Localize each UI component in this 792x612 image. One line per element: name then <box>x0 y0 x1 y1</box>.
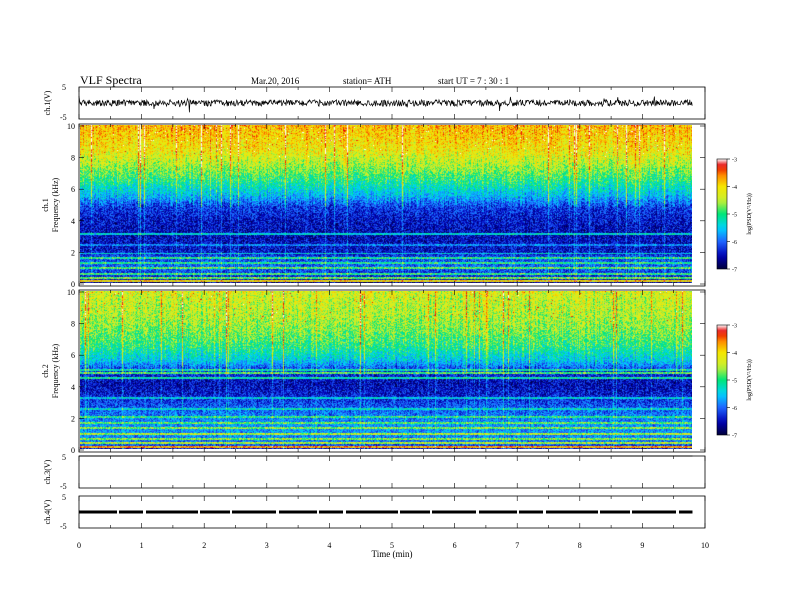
ch3-waveform-ylabel: ch.3(V) <box>43 459 52 484</box>
ch1-colorbar-tick-label: -3 <box>732 158 737 164</box>
time-tick-label: 9 <box>640 541 644 550</box>
ch3-waveform-xticks <box>78 456 706 488</box>
time-axis-tick-labels: 0 1 2 3 4 5 6 7 8 9 10 <box>77 541 709 550</box>
ch2-spectrogram-panel: 0 2 4 6 8 10 ch.2 Frequency (kHz) <box>41 288 706 455</box>
start-time-label: start UT = 7 : 30 : 1 <box>438 76 509 86</box>
ch1-ytick-top: 5 <box>62 83 66 92</box>
date-label: Mar.20, 2016 <box>251 76 300 86</box>
ch1-channel-label: ch.1 <box>41 198 50 212</box>
time-tick-label: 6 <box>453 541 457 550</box>
ch2-colorbar-tick-label: -7 <box>732 434 737 440</box>
ch2-spectrogram-ytick-label: 2 <box>71 414 75 423</box>
ch2-colorbar-tick-label: -4 <box>732 351 737 357</box>
ch1-colorbar-tick-label: -4 <box>732 185 737 191</box>
ch1-waveform-xticks <box>78 87 706 119</box>
time-tick-label: 4 <box>327 541 331 550</box>
ch1-spectrogram-plot <box>80 125 692 283</box>
ch1-spectrogram-ytick-label: 4 <box>71 217 75 226</box>
ch1-waveform-panel: 5 -5 ch.1(V) <box>43 83 706 122</box>
ch1-spectrogram-ytick-label: 0 <box>71 280 75 289</box>
ch2-colorbar-tick-label: -5 <box>732 379 737 385</box>
ch1-spectrogram-xticks <box>78 124 706 286</box>
ch2-spectrogram-yticks: 0 2 4 6 8 10 <box>67 288 705 455</box>
time-tick-label: 0 <box>77 541 81 550</box>
ch2-colorbar-tick-label: -6 <box>732 406 737 412</box>
ch4-waveform-xticks <box>78 496 706 528</box>
ch2-spectrogram-image <box>80 291 692 449</box>
ch1-colorbar-ticks: -3 -4 -5 -6 -7 <box>727 158 737 274</box>
ch2-spectrogram-ytick-label: 10 <box>67 288 75 297</box>
ch2-colorbar-ticks: -3 -4 -5 -6 -7 <box>727 324 737 440</box>
ch3-waveform-panel: 5 -5 ch.3(V) <box>43 453 706 491</box>
ch1-spectrogram-ytick-label: 6 <box>71 185 75 194</box>
time-tick-label: 7 <box>515 541 519 550</box>
ch1-spectrogram-ytick-label: 8 <box>71 154 75 163</box>
time-tick-label: 10 <box>701 541 709 550</box>
ch3-ytick-top: 5 <box>62 453 66 462</box>
ch2-spectrogram-ytick-label: 6 <box>71 351 75 360</box>
time-tick-label: 2 <box>202 541 206 550</box>
time-axis-label: Time (min) <box>372 549 413 559</box>
ch1-spectrogram-panel: 0 2 4 6 8 10 ch.1 Frequency (kHz) <box>41 122 706 289</box>
ch1-colorbar-tick-label: -7 <box>732 268 737 274</box>
time-tick-label: 8 <box>578 541 582 550</box>
figure-title: VLF Spectra <box>80 73 142 87</box>
ch1-colorbar-tick-label: -5 <box>732 213 737 219</box>
ch1-colorbar-label: log(PSD(V²/Hz)) <box>746 193 753 234</box>
ch1-ytick-bottom: -5 <box>60 113 67 122</box>
ch2-colorbar: -3 -4 -5 -6 -7 log(PSD(V²/Hz)) <box>716 324 753 440</box>
ch2-spectrogram-xticks <box>78 290 706 452</box>
ch1-frequency-ylabel: Frequency (kHz) <box>51 177 60 232</box>
ch4-waveform-panel: 5 -5 ch.4(V) <box>43 493 706 531</box>
ch1-waveform-ylabel: ch.1(V) <box>43 90 52 115</box>
ch1-spectrogram-yticks: 0 2 4 6 8 10 <box>67 122 705 289</box>
ch1-colorbar-tick-label: -6 <box>732 240 737 246</box>
ch2-spectrogram-plot <box>80 291 692 449</box>
ch2-colorbar-gradient <box>717 325 727 435</box>
ch2-spectrogram-ytick-label: 8 <box>71 320 75 329</box>
ch2-colorbar-tick-label: -3 <box>732 324 737 330</box>
time-tick-label: 3 <box>265 541 269 550</box>
time-tick-label: 5 <box>390 541 394 550</box>
ch1-colorbar: -3 -4 -5 -6 -7 log(PSD(V²/Hz)) <box>716 158 753 274</box>
ch2-spectrogram-ytick-label: 4 <box>71 383 75 392</box>
ch4-waveform-ylabel: ch.4(V) <box>43 499 52 524</box>
ch3-ytick-bottom: -5 <box>60 482 67 491</box>
ch1-colorbar-gradient <box>717 159 727 269</box>
ch4-ytick-bottom: -5 <box>60 522 67 531</box>
station-label: station= ATH <box>343 76 392 86</box>
ch2-channel-label: ch.2 <box>41 364 50 378</box>
ch1-spectrogram-ytick-label: 10 <box>67 122 75 131</box>
ch1-spectrogram-image <box>80 125 692 283</box>
ch1-waveform-trace <box>78 95 693 113</box>
ch2-spectrogram-ytick-label: 0 <box>71 446 75 455</box>
ch2-colorbar-label: log(PSD(V²/Hz)) <box>746 359 753 400</box>
time-tick-label: 1 <box>140 541 144 550</box>
ch1-spectrogram-ytick-label: 2 <box>71 248 75 257</box>
ch2-frequency-ylabel: Frequency (kHz) <box>51 343 60 398</box>
ch4-ytick-top: 5 <box>62 493 66 502</box>
